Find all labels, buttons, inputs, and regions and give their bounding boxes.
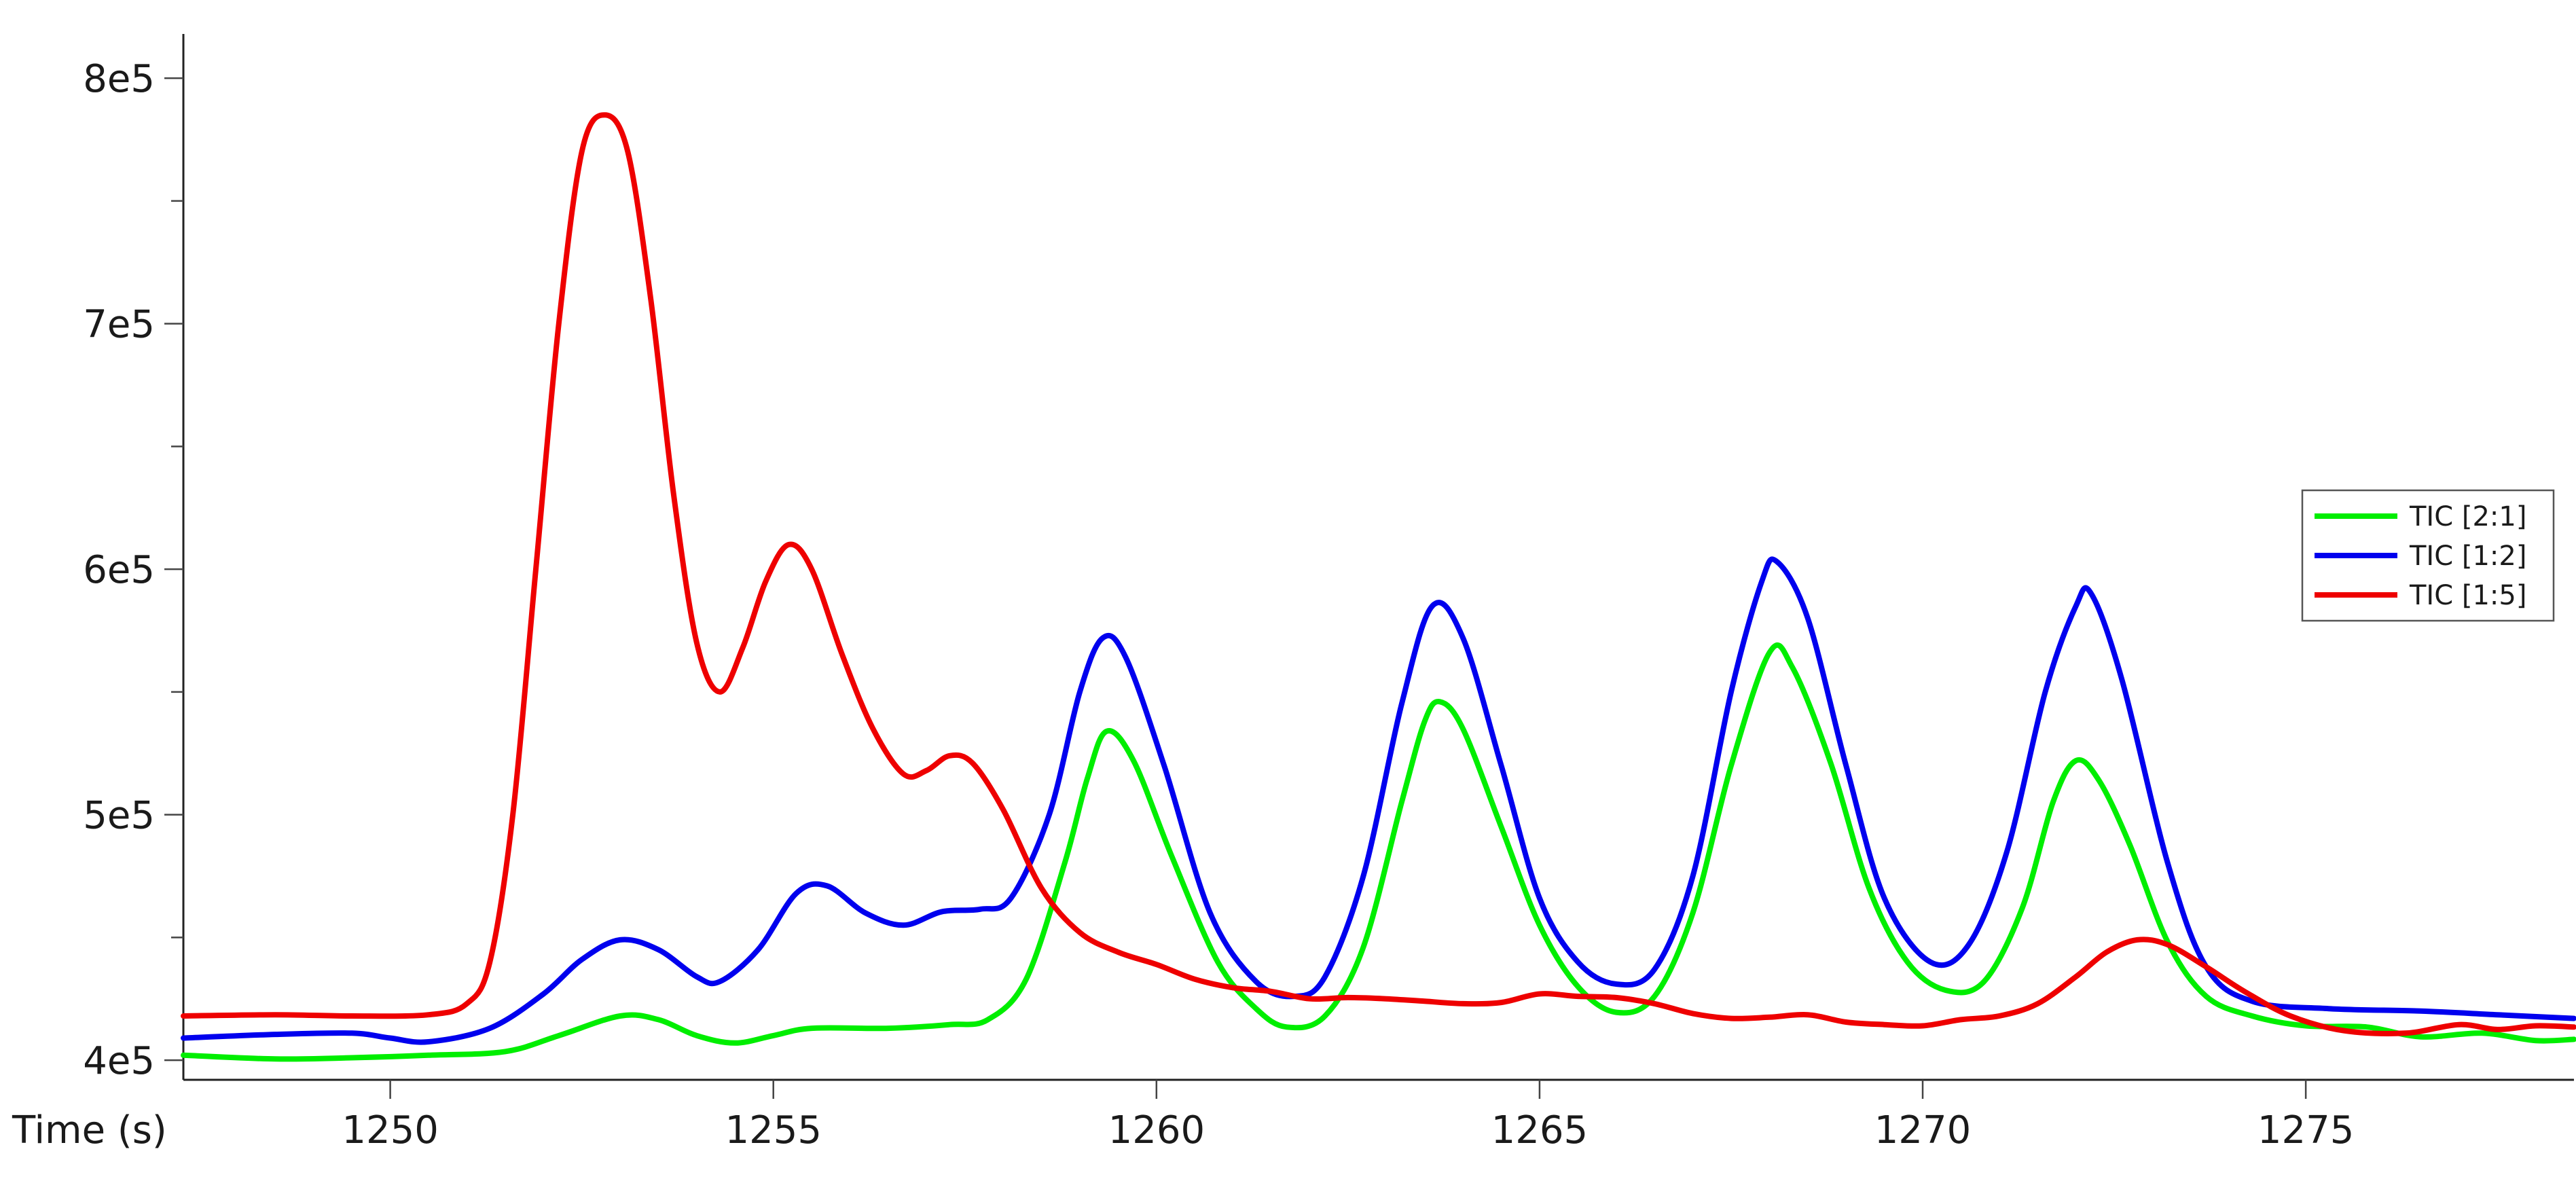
y-tick-label: 4e5	[83, 1039, 155, 1083]
series-line-tic-2-1	[181, 642, 2576, 1062]
y-tick-label: 8e5	[83, 57, 155, 101]
legend-label-tic-1-2: TIC [1:2]	[2409, 541, 2526, 572]
x-tick-label: 1250	[342, 1108, 439, 1152]
x-ticks: 1250 1255 1260 1265 1270 1275	[342, 1080, 2354, 1152]
series-line-tic-1-5	[181, 112, 2576, 1036]
y-ticks: 4e5 5e5 6e5 7e5 8e5	[83, 57, 183, 1083]
legend-label-tic-2-1: TIC [2:1]	[2409, 501, 2526, 532]
x-tick-label: 1265	[1491, 1108, 1589, 1152]
x-axis-title: Time (s)	[12, 1108, 167, 1152]
x-tick-label: 1270	[1874, 1108, 1972, 1152]
series-line-tic-1-2	[181, 556, 2576, 1045]
legend-label-tic-1-5: TIC [1:5]	[2409, 580, 2526, 611]
y-tick-label: 5e5	[83, 794, 155, 838]
x-tick-label: 1275	[2257, 1108, 2355, 1152]
x-tick-label: 1255	[725, 1108, 822, 1152]
y-tick-label: 6e5	[83, 548, 155, 592]
axes-layer	[182, 34, 2574, 1081]
x-tick-label: 1260	[1108, 1108, 1205, 1152]
legend: TIC [2:1] TIC [1:2] TIC [1:5]	[2301, 489, 2555, 622]
y-tick-label: 7e5	[83, 303, 155, 347]
series-lines	[181, 112, 2576, 1062]
